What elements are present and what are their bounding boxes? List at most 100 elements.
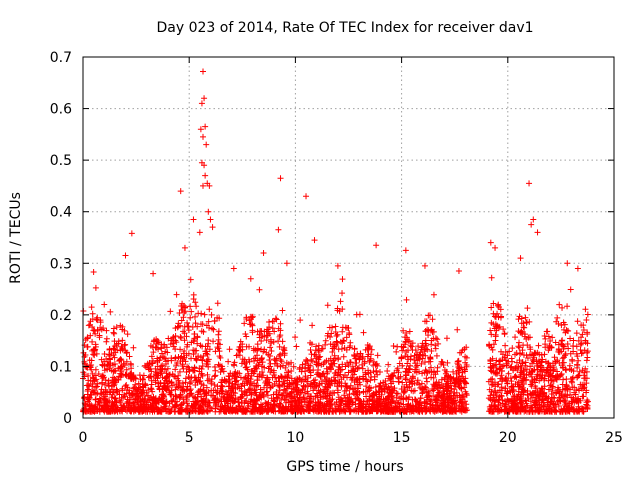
data-point	[247, 398, 254, 405]
data-point	[421, 346, 428, 353]
data-point	[318, 378, 325, 385]
data-point	[190, 347, 197, 354]
data-point	[385, 399, 392, 406]
data-point	[505, 398, 512, 405]
data-point	[266, 356, 273, 363]
data-point	[226, 376, 233, 383]
data-point	[267, 384, 274, 391]
data-point	[160, 354, 167, 361]
data-point	[209, 224, 216, 231]
data-point	[142, 408, 149, 415]
data-point	[155, 383, 162, 390]
data-point	[96, 334, 103, 341]
data-point	[355, 405, 362, 412]
data-point	[204, 377, 211, 384]
data-point	[315, 346, 322, 353]
data-point	[491, 362, 498, 369]
data-point	[117, 398, 124, 405]
data-point	[495, 303, 502, 310]
data-point	[220, 394, 227, 401]
data-point	[355, 385, 362, 392]
data-point	[574, 361, 581, 368]
data-point	[331, 389, 338, 396]
data-point	[319, 371, 326, 378]
data-point	[544, 328, 551, 335]
data-point	[111, 395, 118, 402]
data-point	[290, 363, 297, 370]
data-point	[581, 384, 588, 391]
data-point	[306, 395, 313, 402]
data-point	[559, 304, 566, 311]
data-point	[356, 311, 363, 318]
data-point	[230, 265, 237, 272]
data-point	[200, 182, 207, 189]
data-point	[124, 331, 131, 338]
data-point	[487, 367, 494, 374]
data-point	[216, 390, 223, 397]
data-point	[575, 357, 582, 364]
data-point	[500, 326, 507, 333]
data-point	[270, 391, 277, 398]
data-point	[504, 389, 511, 396]
data-point	[545, 333, 552, 340]
data-point	[199, 362, 206, 369]
data-point	[108, 350, 115, 357]
data-point	[168, 337, 175, 344]
data-point	[267, 344, 274, 351]
data-point	[339, 324, 346, 331]
data-point	[299, 376, 306, 383]
data-point	[510, 386, 517, 393]
data-point	[121, 342, 128, 349]
data-point	[134, 396, 141, 403]
data-point	[311, 379, 318, 386]
data-point	[278, 373, 285, 380]
data-point	[163, 385, 170, 392]
data-point	[331, 360, 338, 367]
data-point	[122, 252, 129, 259]
data-point	[304, 378, 311, 385]
data-point	[524, 355, 531, 362]
data-point	[584, 397, 591, 404]
data-point	[87, 377, 94, 384]
data-point	[434, 336, 441, 343]
data-point	[178, 408, 185, 415]
data-point	[331, 401, 338, 408]
data-point	[341, 345, 348, 352]
data-point	[531, 349, 538, 356]
data-point	[273, 391, 280, 398]
data-point	[235, 399, 242, 406]
data-point	[89, 388, 96, 395]
data-point	[406, 328, 413, 335]
data-point	[147, 373, 154, 380]
data-point	[292, 334, 299, 341]
data-point	[234, 369, 241, 376]
data-point	[429, 404, 436, 411]
data-point	[573, 330, 580, 337]
data-point	[545, 403, 552, 410]
data-point	[268, 347, 275, 354]
data-point	[277, 363, 284, 370]
data-point	[180, 365, 187, 372]
data-point	[400, 389, 407, 396]
data-point	[345, 369, 352, 376]
data-point	[332, 406, 339, 413]
data-point	[536, 372, 543, 379]
data-point	[508, 363, 515, 370]
data-point	[498, 368, 505, 375]
x-axis-label: GPS time / hours	[286, 459, 403, 475]
data-point	[192, 320, 199, 327]
data-point	[402, 352, 409, 359]
data-point	[201, 311, 208, 318]
data-point	[559, 355, 566, 362]
data-point	[458, 408, 465, 415]
data-point	[501, 330, 508, 337]
data-point	[180, 328, 187, 335]
data-point	[175, 372, 182, 379]
data-point	[346, 391, 353, 398]
data-point	[437, 407, 444, 414]
data-point	[538, 403, 545, 410]
data-point	[516, 357, 523, 364]
data-point	[113, 324, 120, 331]
data-point	[155, 339, 162, 346]
data-point	[192, 355, 199, 362]
